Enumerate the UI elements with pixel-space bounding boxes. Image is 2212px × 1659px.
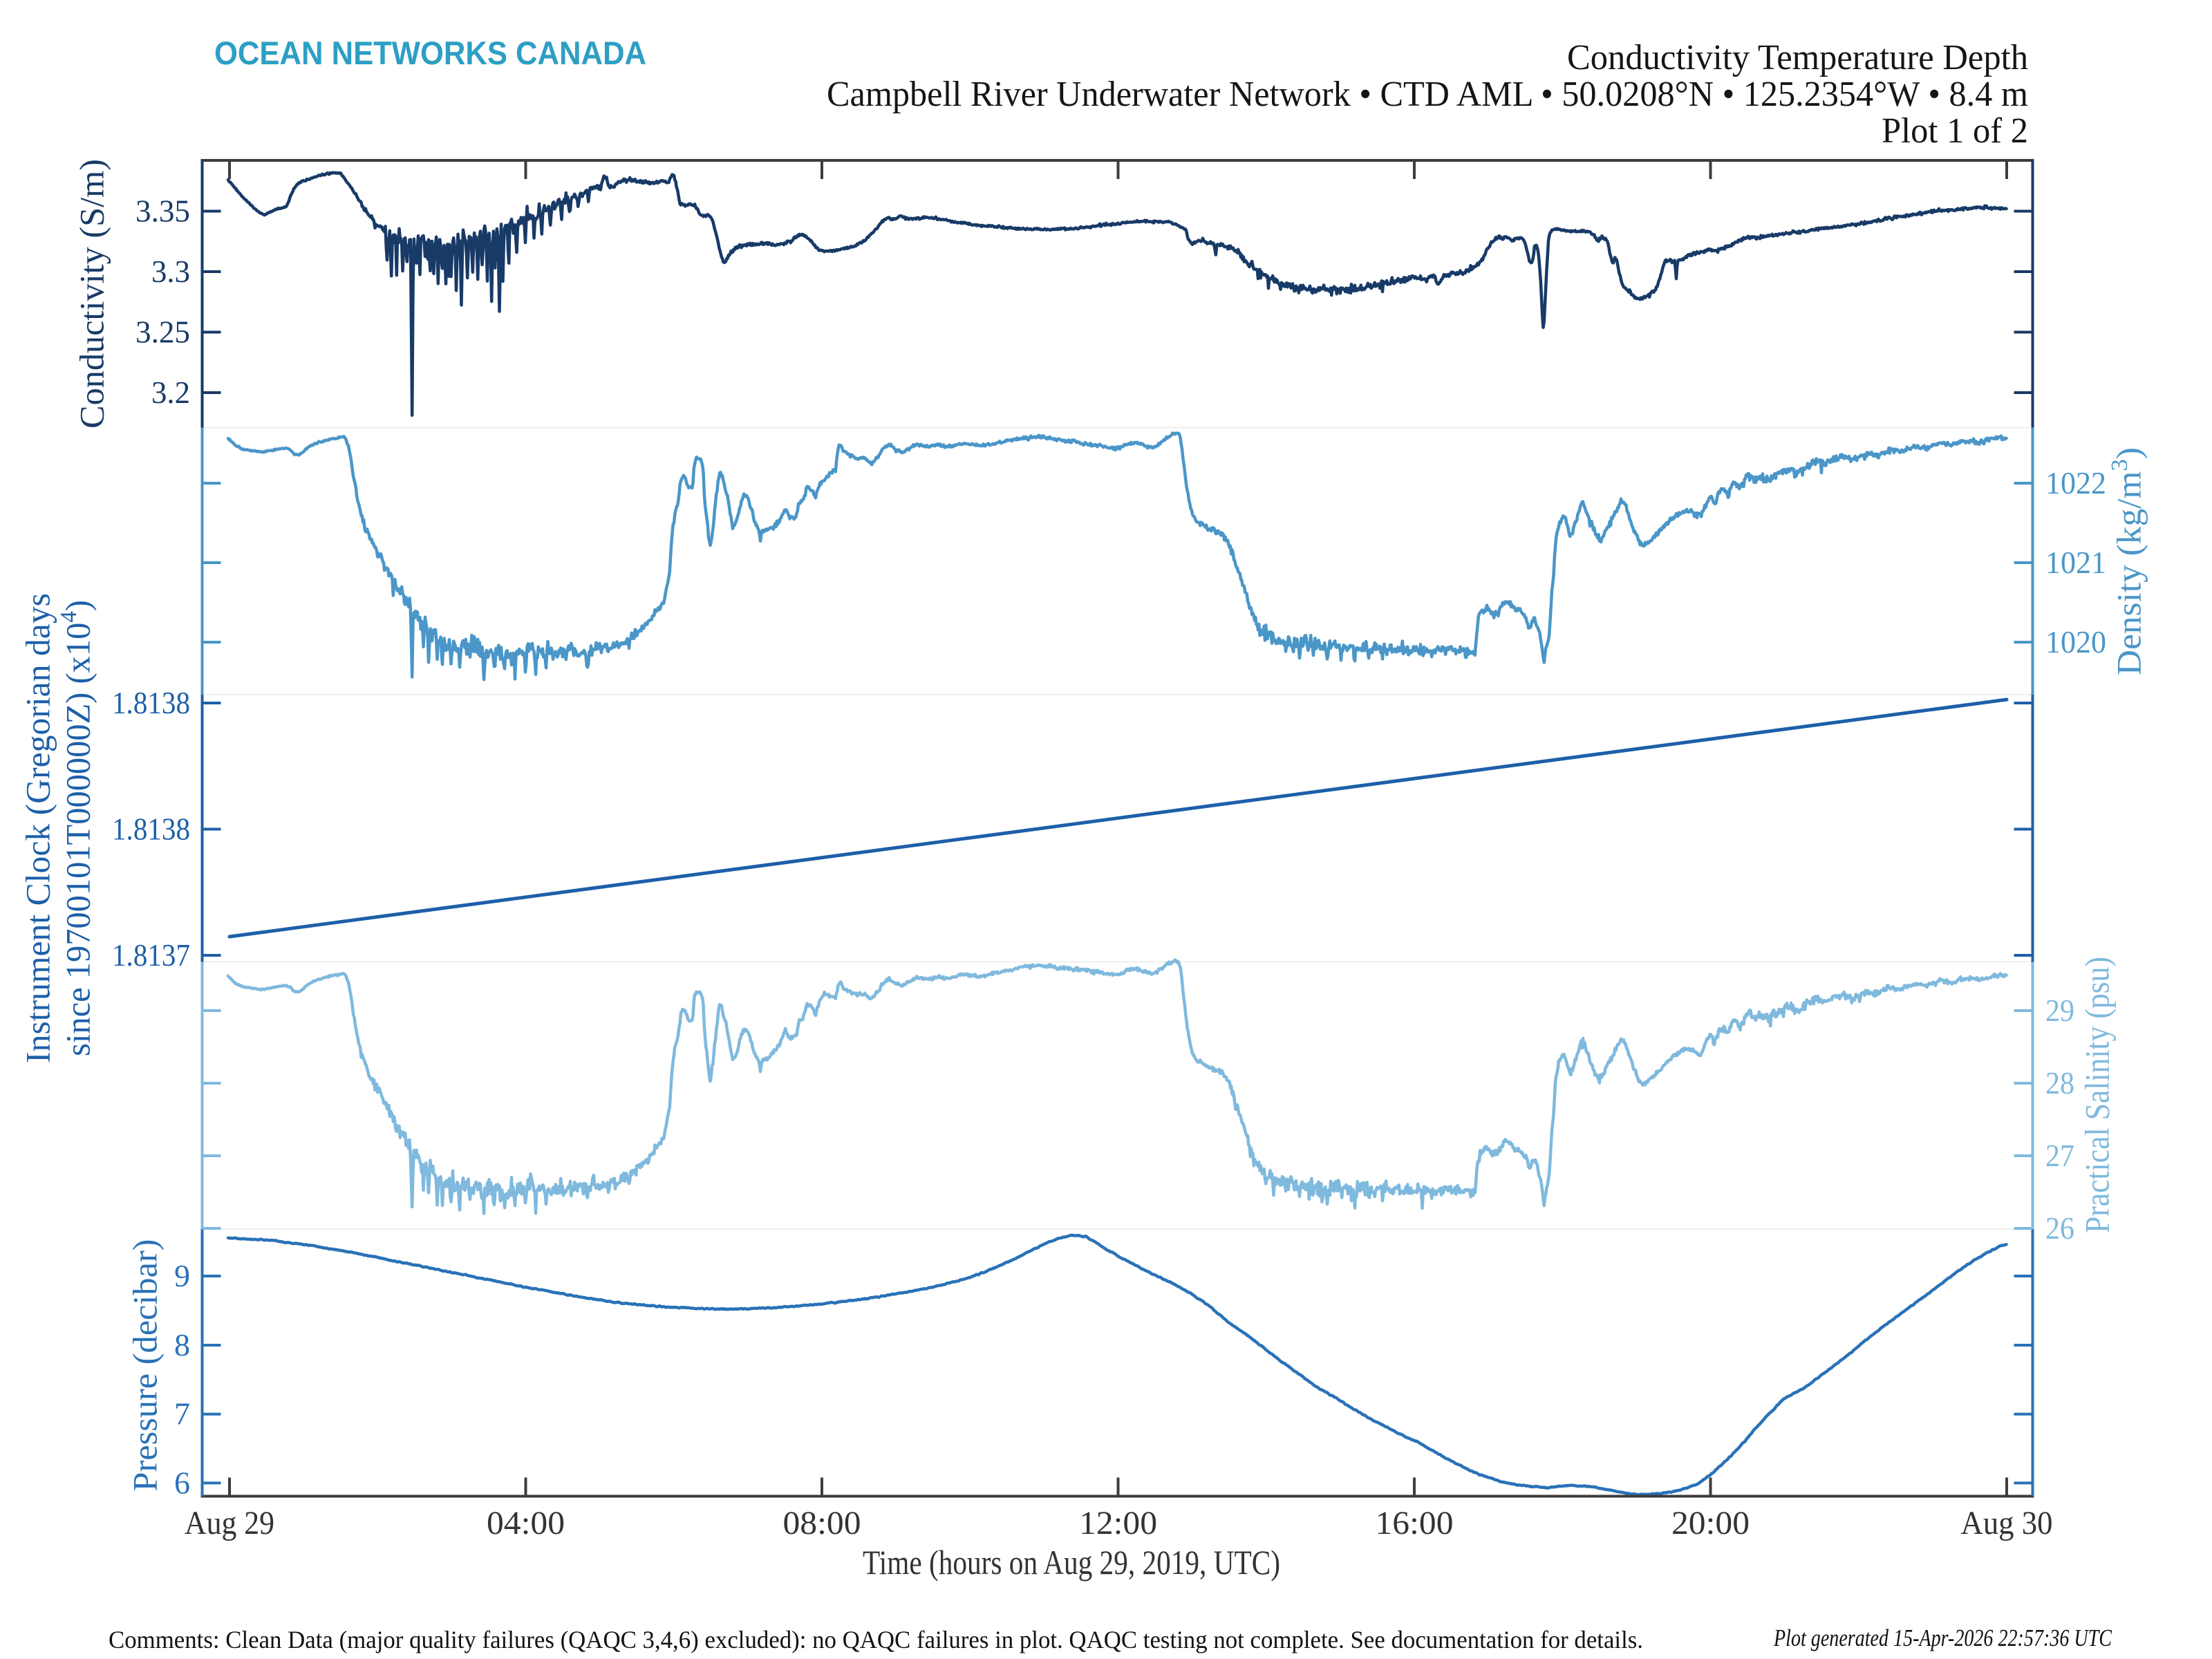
- svg-text:Practical Salinity (psu): Practical Salinity (psu): [2077, 957, 2116, 1233]
- svg-text:1022: 1022: [2045, 465, 2106, 500]
- svg-text:Conductivity (S/m): Conductivity (S/m): [72, 159, 111, 429]
- svg-text:27: 27: [2045, 1138, 2074, 1173]
- svg-text:Comments: Clean Data (major qu: Comments: Clean Data (major quality fail…: [109, 1626, 1643, 1653]
- svg-text:3.35: 3.35: [135, 194, 190, 229]
- svg-text:Pressure (decibar): Pressure (decibar): [125, 1239, 164, 1492]
- svg-text:1020: 1020: [2045, 624, 2106, 659]
- svg-text:28: 28: [2045, 1065, 2074, 1100]
- svg-text:16:00: 16:00: [1376, 1505, 1454, 1541]
- svg-text:3.2: 3.2: [151, 375, 190, 410]
- svg-text:04:00: 04:00: [487, 1505, 565, 1541]
- svg-text:Density (kg/m3): Density (kg/m3): [2107, 447, 2148, 675]
- svg-text:6: 6: [174, 1465, 190, 1500]
- svg-text:Instrument Clock (Gregorian da: Instrument Clock (Gregorian days: [18, 593, 57, 1063]
- svg-text:1021: 1021: [2045, 545, 2106, 580]
- svg-text:26: 26: [2045, 1210, 2074, 1246]
- svg-text:3.25: 3.25: [135, 315, 190, 350]
- svg-text:08:00: 08:00: [783, 1505, 861, 1541]
- svg-text:Plot 1 of 2: Plot 1 of 2: [1882, 111, 2028, 151]
- svg-text:Time (hours on Aug 29, 2019, U: Time (hours on Aug 29, 2019, UTC): [863, 1543, 1280, 1582]
- svg-text:OCEAN NETWORKS CANADA: OCEAN NETWORKS CANADA: [214, 35, 646, 71]
- svg-text:1.8138: 1.8138: [112, 685, 190, 720]
- svg-text:3.3: 3.3: [151, 254, 190, 289]
- svg-text:20:00: 20:00: [1671, 1505, 1750, 1541]
- svg-text:29: 29: [2045, 993, 2074, 1028]
- svg-text:Plot generated 15-Apr-2026 22:: Plot generated 15-Apr-2026 22:57:36 UTC: [1773, 1624, 2112, 1651]
- svg-text:9: 9: [174, 1258, 190, 1293]
- svg-text:since 19700101T000000Z) (x104): since 19700101T000000Z) (x104): [56, 600, 97, 1056]
- svg-text:Aug 29: Aug 29: [185, 1505, 274, 1541]
- svg-text:Conductivity Temperature Depth: Conductivity Temperature Depth: [1567, 38, 2028, 77]
- svg-text:1.8138: 1.8138: [112, 812, 190, 847]
- svg-text:1.8137: 1.8137: [112, 937, 190, 973]
- svg-text:12:00: 12:00: [1079, 1505, 1157, 1541]
- svg-text:Campbell River Underwater Netw: Campbell River Underwater Network • CTD …: [827, 75, 2028, 114]
- svg-text:Aug 30: Aug 30: [1961, 1505, 2053, 1541]
- svg-text:7: 7: [174, 1396, 190, 1432]
- svg-text:8: 8: [174, 1327, 190, 1362]
